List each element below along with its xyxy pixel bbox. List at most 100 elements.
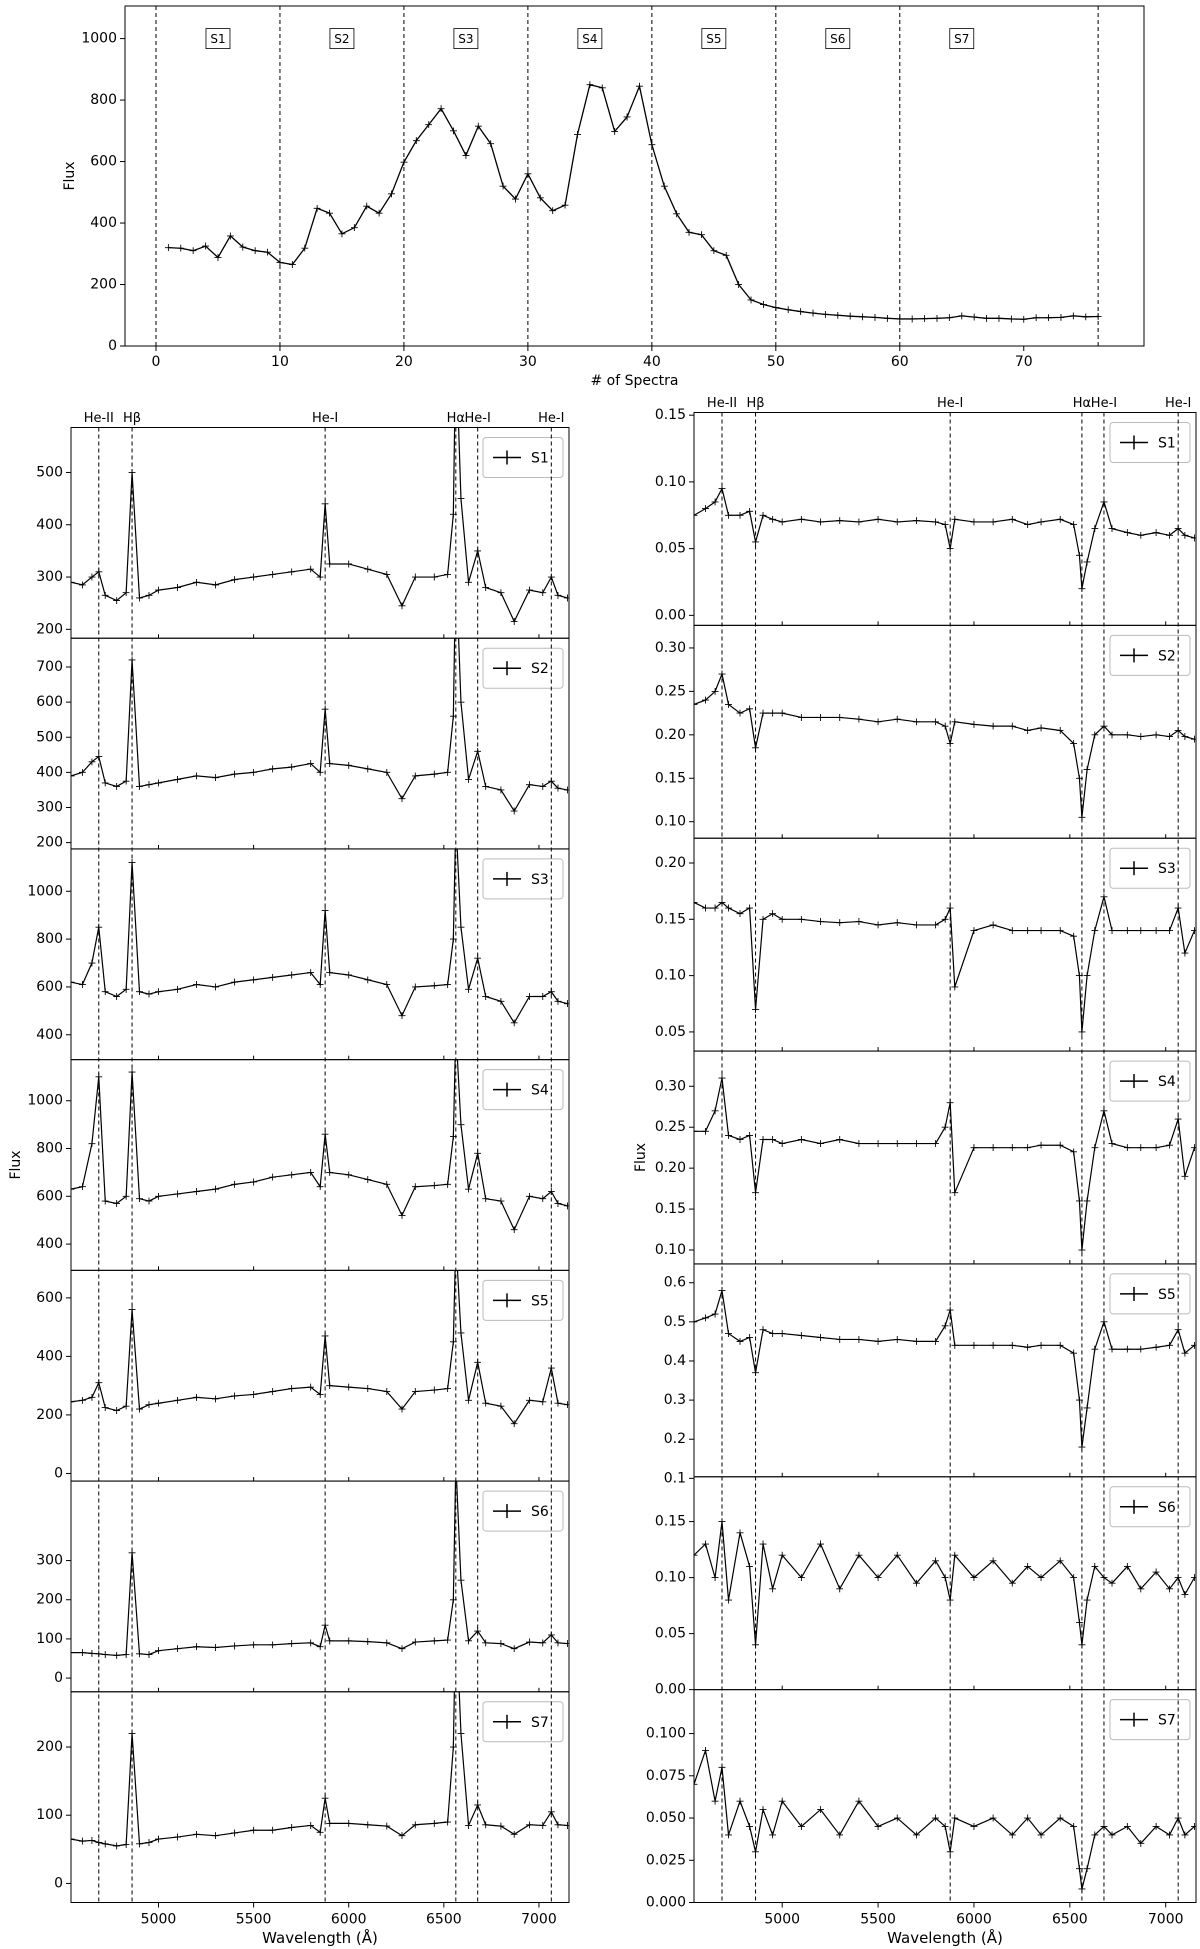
y-tick-label: 0.3 bbox=[664, 1392, 686, 1408]
legend-label: S6 bbox=[1158, 1500, 1176, 1516]
legend-box bbox=[1109, 1060, 1191, 1102]
spectral-line-label: He-I bbox=[1091, 396, 1117, 411]
legend-label: S1 bbox=[531, 451, 549, 467]
spectral-line-label: Hβ bbox=[123, 411, 141, 426]
y-tick-label: 100 bbox=[36, 1631, 63, 1647]
legend-label: S5 bbox=[531, 1293, 549, 1309]
y-tick-label: 0.15 bbox=[655, 1201, 686, 1217]
y-tick-label: 0.100 bbox=[646, 1726, 686, 1742]
legend-box bbox=[482, 437, 564, 478]
y-tick-label: 600 bbox=[36, 1290, 63, 1306]
y-tick-label: 0.5 bbox=[664, 1314, 686, 1330]
region-label-box bbox=[453, 28, 479, 49]
y-tick-label: 0.4 bbox=[664, 1353, 686, 1369]
y-tick-label: 0.00 bbox=[655, 607, 686, 623]
legend-box bbox=[482, 647, 564, 689]
y-tick-label: 200 bbox=[36, 1407, 63, 1423]
y-tick-label: 300 bbox=[36, 799, 63, 815]
legend-box bbox=[482, 1279, 564, 1321]
region-label: S6 bbox=[830, 32, 845, 46]
legend-label: S4 bbox=[1158, 1074, 1176, 1090]
region-label-box bbox=[205, 28, 231, 49]
axes-frame bbox=[124, 5, 1145, 347]
y-tick-label: 0.10 bbox=[655, 1570, 686, 1586]
y-tick-label: 200 bbox=[36, 1592, 63, 1608]
spectral-line-label: Hβ bbox=[747, 396, 765, 411]
y-axis-label: Flux bbox=[62, 161, 78, 190]
legend-box bbox=[482, 858, 564, 900]
legend-label: S3 bbox=[531, 872, 549, 888]
x-tick-label: 30 bbox=[519, 354, 537, 370]
y-tick-label: 600 bbox=[36, 979, 63, 995]
region-label-box bbox=[949, 28, 975, 49]
spectrum bbox=[694, 1746, 1196, 1893]
legend-box bbox=[1109, 1699, 1191, 1741]
y-tick-label: 0.20 bbox=[655, 727, 686, 743]
y-tick-label: 700 bbox=[36, 659, 63, 675]
x-tick-label: 40 bbox=[643, 354, 661, 370]
spectrum bbox=[694, 893, 1196, 1036]
spectral-line-label: He-I bbox=[937, 396, 963, 411]
y-tick-label: 400 bbox=[36, 1027, 63, 1043]
legend-box bbox=[1109, 1486, 1191, 1528]
legend-box bbox=[1109, 422, 1191, 463]
region-label: S5 bbox=[706, 32, 721, 46]
y-tick-label: 200 bbox=[36, 621, 63, 637]
spectrum bbox=[694, 1287, 1196, 1451]
y-tick-label: 0.15 bbox=[655, 407, 686, 423]
spectral-line-label: He-I bbox=[312, 411, 338, 426]
spectrum bbox=[694, 670, 1196, 821]
y-tick-label: 1000 bbox=[27, 883, 63, 899]
region-label: S4 bbox=[582, 32, 597, 46]
y-tick-label: 0.05 bbox=[655, 1024, 686, 1040]
spectrum bbox=[71, 1059, 569, 1234]
y-tick-label: 0 bbox=[108, 338, 117, 354]
y-tick-label: 0.050 bbox=[646, 1810, 686, 1826]
spectrum bbox=[71, 1691, 569, 1850]
y-tick-label: 200 bbox=[36, 1739, 63, 1755]
y-tick-label: 0.1 bbox=[664, 1470, 686, 1486]
y-tick-label: 0.30 bbox=[655, 640, 686, 656]
y-tick-label: 0.15 bbox=[655, 770, 686, 786]
y-tick-label: 0.10 bbox=[655, 474, 686, 490]
y-axis-label: Flux bbox=[8, 1150, 24, 1179]
x-axis-label: Wavelength (Å) bbox=[262, 1928, 378, 1947]
legend-label: S2 bbox=[1158, 648, 1176, 664]
region-label-box bbox=[825, 28, 851, 49]
y-tick-label: 0 bbox=[54, 1875, 63, 1891]
legend-label: S3 bbox=[1158, 861, 1176, 877]
x-tick-label: 10 bbox=[271, 354, 289, 370]
region-label-box bbox=[329, 28, 355, 49]
y-tick-label: 0.15 bbox=[655, 1514, 686, 1530]
y-tick-label: 0.25 bbox=[655, 683, 686, 699]
x-tick-label: 7000 bbox=[521, 1912, 557, 1928]
y-tick-label: 0.10 bbox=[655, 1242, 686, 1258]
panel-frame bbox=[693, 1689, 1197, 1903]
x-tick-label: 20 bbox=[395, 354, 413, 370]
y-tick-label: 200 bbox=[36, 835, 63, 851]
legend-label: S7 bbox=[531, 1715, 549, 1731]
y-tick-label: 400 bbox=[90, 215, 117, 231]
legend-box bbox=[1109, 1273, 1191, 1315]
x-tick-label: 5000 bbox=[764, 1912, 800, 1928]
y-tick-label: 500 bbox=[36, 729, 63, 745]
region-label: S7 bbox=[954, 32, 969, 46]
x-tick-label: 60 bbox=[891, 354, 909, 370]
legend-box bbox=[482, 1490, 564, 1532]
legend-label: S5 bbox=[1158, 1287, 1176, 1303]
y-tick-label: 0.25 bbox=[655, 1119, 686, 1135]
y-tick-label: 800 bbox=[36, 1141, 63, 1157]
legend-label: S4 bbox=[531, 1083, 549, 1099]
region-label: S3 bbox=[458, 32, 473, 46]
x-tick-label: 0 bbox=[152, 354, 161, 370]
legend-label: S2 bbox=[531, 661, 549, 677]
y-tick-label: 300 bbox=[36, 1553, 63, 1569]
x-tick-label: 70 bbox=[1015, 354, 1033, 370]
y-tick-label: 400 bbox=[36, 1348, 63, 1364]
y-tick-label: 400 bbox=[36, 764, 63, 780]
y-tick-label: 1000 bbox=[81, 31, 117, 47]
y-tick-label: 300 bbox=[36, 569, 63, 585]
y-tick-label: 0 bbox=[54, 1465, 63, 1481]
legend-box bbox=[1109, 634, 1191, 676]
